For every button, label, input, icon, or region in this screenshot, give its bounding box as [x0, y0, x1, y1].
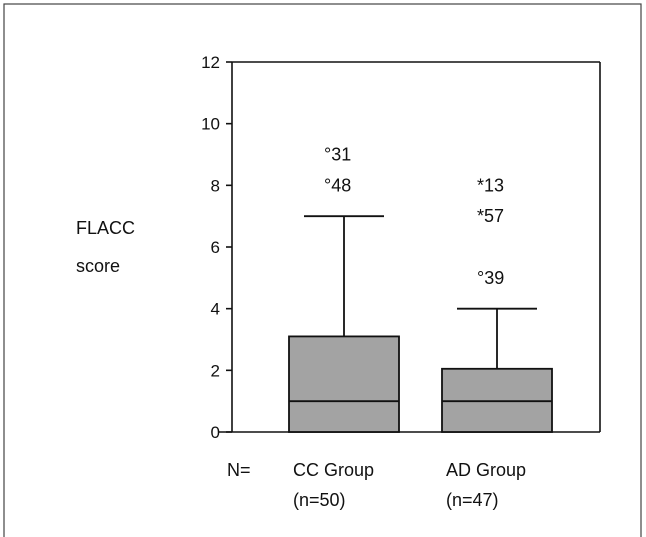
- n-label: N=: [227, 460, 251, 480]
- ad-group-outlier-2: °39: [477, 268, 504, 288]
- y-axis-label: FLACC score: [76, 218, 135, 276]
- y-tick-label-0: 0: [211, 423, 220, 442]
- cc-group-category-label: CC Group: [293, 460, 374, 480]
- cc-group-n-label: (n=50): [293, 490, 346, 510]
- ad-group-outlier-1: *57: [477, 206, 504, 226]
- figure-frame: [3, 3, 642, 537]
- y-axis-label-line-1: FLACC: [76, 218, 135, 238]
- cc-group-box: [288, 335, 400, 433]
- y-tick-label-2: 2: [211, 361, 220, 380]
- y-tick-label-8: 8: [211, 176, 220, 195]
- y-tick-label-12: 12: [201, 53, 220, 72]
- y-tick-label-4: 4: [211, 300, 220, 319]
- y-tick-label-10: 10: [201, 115, 220, 134]
- cc-group-outlier-0: °31: [324, 145, 351, 165]
- plot-area: 0 2 4 6 8 10 12 °31 °48 CC Group (n=50) *13 *57 °39 AD…: [201, 53, 601, 510]
- ad-group-n-label: (n=47): [446, 490, 499, 510]
- ad-group-outlier-0: *13: [477, 175, 504, 195]
- cc-group-outlier-1: °48: [324, 175, 351, 195]
- y-tick-label-6: 6: [211, 238, 220, 257]
- ad-group-category-label: AD Group: [446, 460, 526, 480]
- y-axis-label-line-2: score: [76, 256, 120, 276]
